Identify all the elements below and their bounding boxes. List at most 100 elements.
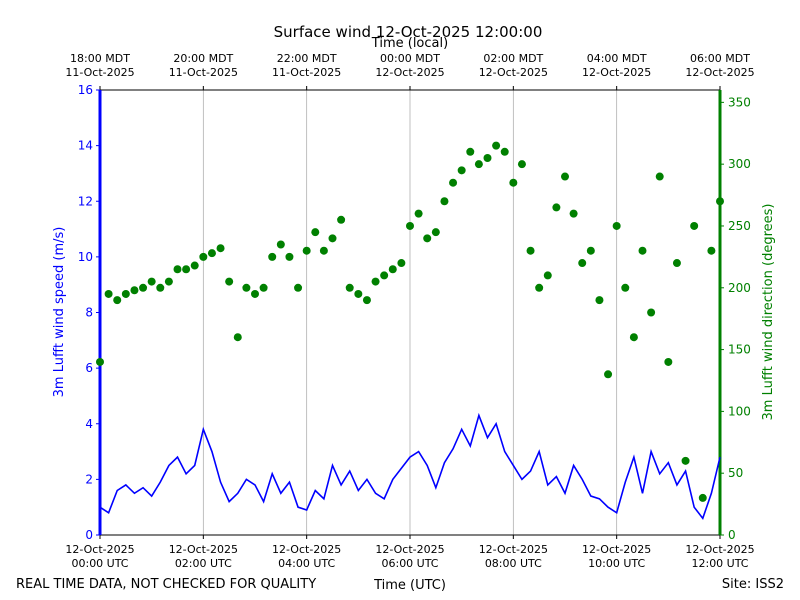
x-tick-label: 12-Oct-2025 02:00 UTC xyxy=(169,543,238,570)
wind-direction-point xyxy=(397,259,406,268)
wind-direction-point xyxy=(121,289,130,298)
x-tick-label: 12-Oct-2025 12:00 UTC xyxy=(685,543,754,570)
footer-right: Site: ISS2 xyxy=(722,577,784,592)
x2-tick-label-line: 06:00 MDT xyxy=(690,52,750,65)
x2-tick-label-line: 12-Oct-2025 xyxy=(582,66,651,79)
x-tick-label: 12-Oct-2025 00:00 UTC xyxy=(65,543,134,570)
wind-direction-point xyxy=(362,296,371,305)
y-tick-label: 2 xyxy=(85,472,93,486)
x2-tick-label-line: 11-Oct-2025 xyxy=(272,66,341,79)
wind-direction-point xyxy=(612,221,621,230)
wind-direction-point xyxy=(552,203,561,212)
wind-direction-point xyxy=(655,172,664,181)
x-tick-label: 12-Oct-2025 06:00 UTC xyxy=(375,543,444,570)
wind-direction-point xyxy=(621,283,630,292)
y2-tick-label: 250 xyxy=(728,219,751,233)
x-tick-label-line: 12-Oct-2025 xyxy=(375,543,444,556)
y2-tick-label: 350 xyxy=(728,95,751,109)
wind-direction-point xyxy=(268,252,277,261)
wind-direction-point xyxy=(406,221,414,230)
wind-direction-point xyxy=(156,283,165,292)
wind-direction-point xyxy=(337,215,346,224)
x-tick-label-line: 08:00 UTC xyxy=(485,557,542,570)
wind-direction-point xyxy=(578,259,587,268)
x2-tick-label-line: 20:00 MDT xyxy=(173,52,233,65)
x2-tick-label-line: 04:00 MDT xyxy=(587,52,647,65)
y-tick-label: 6 xyxy=(85,361,93,375)
wind-direction-point xyxy=(474,160,483,169)
y2-tick-label: 200 xyxy=(728,281,751,295)
x2-tick-label: 06:00 MDT 12-Oct-2025 xyxy=(685,52,754,79)
wind-direction-point xyxy=(182,265,191,274)
wind-direction-point xyxy=(698,493,707,502)
wind-direction-point xyxy=(526,246,535,255)
y2-tick-label: 50 xyxy=(728,466,743,480)
wind-direction-point xyxy=(190,261,199,270)
wind-direction-point xyxy=(517,160,526,169)
wind-direction-point xyxy=(440,197,449,206)
y-tick-label: 4 xyxy=(85,417,93,431)
x2-tick-label-line: 22:00 MDT xyxy=(277,52,337,65)
wind-direction-point xyxy=(354,289,363,298)
x2-tick-label-line: 11-Oct-2025 xyxy=(169,66,238,79)
y-tick-label: 8 xyxy=(85,306,93,320)
y-tick-label: 16 xyxy=(78,83,93,97)
wind-direction-point xyxy=(164,277,173,286)
wind-direction-point xyxy=(629,333,638,342)
wind-direction-point xyxy=(690,221,699,230)
wind-direction-point xyxy=(707,246,716,255)
y-tick-label: 14 xyxy=(78,139,93,153)
x-tick-label-line: 02:00 UTC xyxy=(175,557,232,570)
wind-direction-point xyxy=(345,283,354,292)
x2-tick-label-line: 00:00 MDT xyxy=(380,52,440,65)
x-tick-label-line: 12-Oct-2025 xyxy=(582,543,651,556)
x2-tick-label: 02:00 MDT 12-Oct-2025 xyxy=(479,52,548,79)
wind-direction-point xyxy=(681,456,690,465)
wind-direction-point xyxy=(311,228,320,237)
x2-tick-label: 20:00 MDT 11-Oct-2025 xyxy=(169,52,238,79)
wind-direction-point xyxy=(569,209,578,218)
x2-tick-label-line: 18:00 MDT xyxy=(70,52,130,65)
wind-direction-point xyxy=(104,289,113,298)
x2-tick-label: 04:00 MDT 12-Oct-2025 xyxy=(582,52,651,79)
wind-direction-point xyxy=(207,249,216,258)
wind-direction-point xyxy=(130,286,139,295)
wind-direction-point xyxy=(664,357,673,366)
wind-direction-point xyxy=(509,178,518,187)
wind-direction-point xyxy=(595,296,604,305)
wind-direction-point xyxy=(492,141,501,150)
chart-title: Surface wind 12-Oct-2025 12:00:00 xyxy=(274,23,543,41)
wind-direction-point xyxy=(431,228,440,237)
y2-tick-label: 0 xyxy=(728,528,736,542)
wind-direction-point xyxy=(543,271,552,280)
x-tick-label-line: 12-Oct-2025 xyxy=(479,543,548,556)
y-axis-label: 3m Lufft wind speed (m/s) xyxy=(52,227,67,398)
wind-direction-point xyxy=(225,277,234,286)
wind-direction-point xyxy=(586,246,595,255)
x-tick-label-line: 10:00 UTC xyxy=(588,557,645,570)
wind-direction-point xyxy=(371,277,380,286)
x-axis-label: Time (UTC) xyxy=(373,578,446,593)
x2-tick-label-line: 12-Oct-2025 xyxy=(479,66,548,79)
x2-tick-label-line: 12-Oct-2025 xyxy=(375,66,444,79)
x-tick-label-line: 12-Oct-2025 xyxy=(169,543,238,556)
x2-axis-label: Time (local) xyxy=(371,36,448,51)
x-tick-label-line: 12-Oct-2025 xyxy=(65,543,134,556)
wind-direction-point xyxy=(259,283,268,292)
wind-direction-point xyxy=(672,259,681,268)
x-tick-label-line: 12-Oct-2025 xyxy=(272,543,341,556)
y2-tick-label: 100 xyxy=(728,404,751,418)
x-tick-label: 12-Oct-2025 04:00 UTC xyxy=(272,543,341,570)
y2-tick-label: 150 xyxy=(728,343,751,357)
wind-direction-point xyxy=(604,370,613,379)
wind-direction-point xyxy=(466,147,475,156)
wind-direction-point xyxy=(96,357,104,366)
x-tick-label-line: 12-Oct-2025 xyxy=(685,543,754,556)
wind-direction-point xyxy=(251,289,259,298)
x-tick-label-line: 04:00 UTC xyxy=(278,557,335,570)
wind-direction-point xyxy=(483,153,492,162)
wind-direction-point xyxy=(302,246,311,255)
wind-direction-point xyxy=(423,234,432,243)
